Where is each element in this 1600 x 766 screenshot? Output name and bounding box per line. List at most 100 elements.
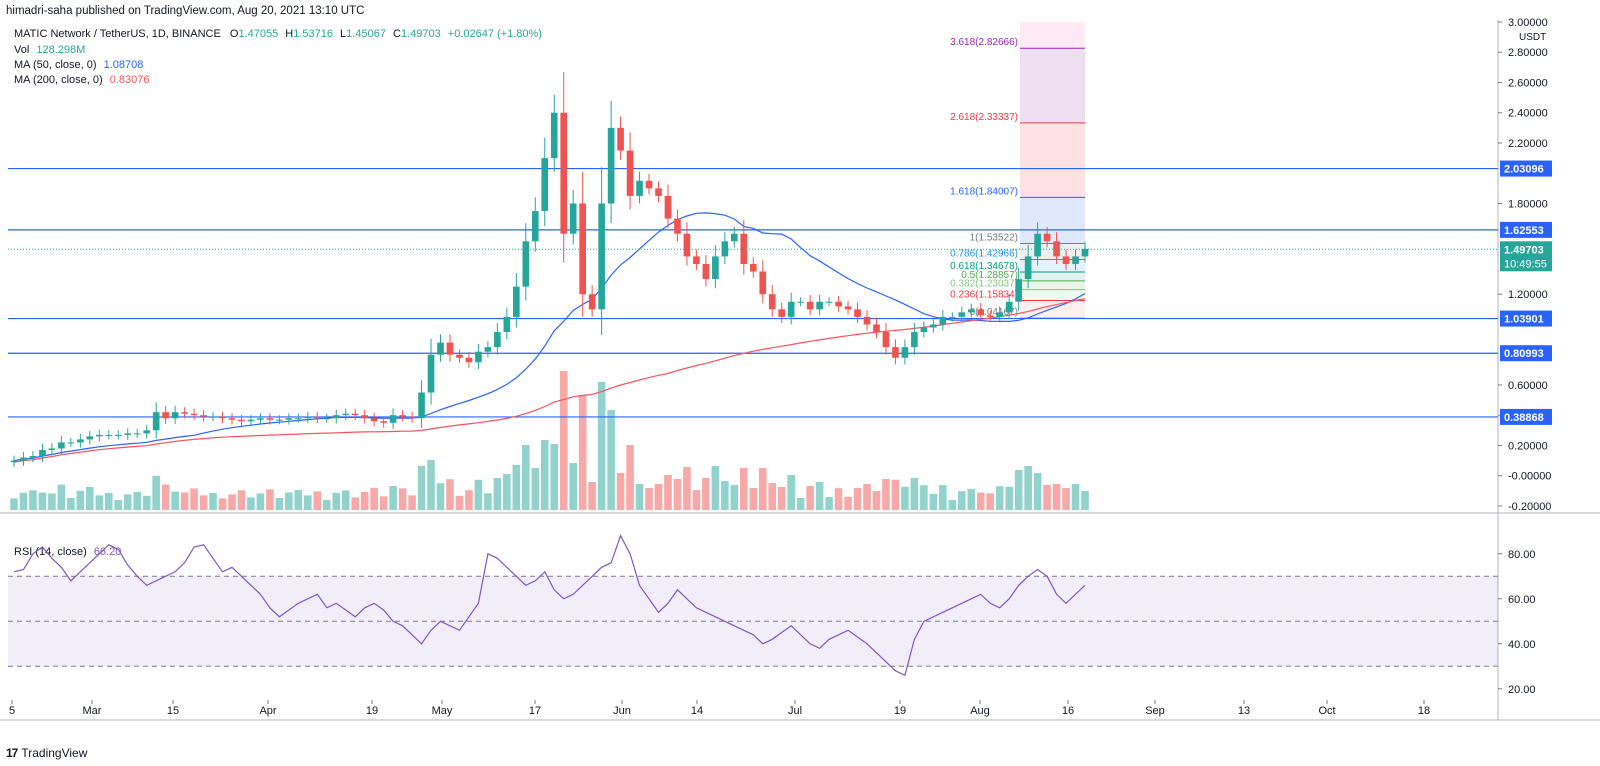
- volume-bar: [901, 486, 909, 510]
- candle-body: [95, 434, 103, 437]
- volume-bar: [616, 473, 625, 510]
- volume-bar: [275, 498, 284, 510]
- candle-body: [664, 195, 672, 219]
- time-tick-label: Aug: [970, 705, 990, 717]
- volume-bar: [294, 490, 303, 510]
- price-tick-label: -0.20000: [1508, 501, 1551, 513]
- volume-bar: [976, 492, 985, 510]
- volume-bar: [569, 463, 577, 510]
- candle-body: [380, 421, 387, 423]
- fib-zone: [1020, 300, 1085, 319]
- candle-body: [1081, 248, 1089, 257]
- candle-body: [579, 203, 586, 295]
- fib-level-label: 0(1.04167): [970, 307, 1018, 318]
- ohlc-high-label: H: [285, 28, 294, 40]
- candle-body: [29, 456, 37, 458]
- rsi-tick-label: 40.00: [1508, 639, 1536, 651]
- volume-bar: [1071, 484, 1080, 510]
- candle-body: [873, 324, 880, 333]
- candle-body: [304, 416, 312, 419]
- volume-bar: [133, 492, 142, 510]
- price-tick-label: 2.60000: [1508, 77, 1548, 89]
- candle-body: [313, 416, 321, 419]
- symbol-name[interactable]: MATIC Network / TetherUS, 1D, BINANCE: [14, 28, 221, 40]
- candle-body: [702, 263, 710, 280]
- ma50-legend[interactable]: MA (50, close, 0) 1.08708: [14, 59, 143, 71]
- volume-value: 128.298M: [36, 44, 86, 56]
- symbol-legend: MATIC Network / TetherUS, 1D, BINANCE O 1…: [14, 28, 542, 40]
- candle-body: [986, 315, 994, 317]
- candle-body: [266, 418, 274, 420]
- tradingview-logo[interactable]: 17 TradingView: [6, 746, 87, 760]
- volume-bar: [408, 495, 416, 510]
- candle-body: [626, 150, 634, 196]
- candle-body: [456, 354, 463, 358]
- volume-bar: [1081, 491, 1089, 510]
- volume-bar: [844, 496, 852, 510]
- time-tick-label: Sep: [1145, 705, 1165, 717]
- candle-body: [806, 301, 814, 310]
- candle-body: [39, 449, 46, 457]
- volume-bar: [512, 465, 521, 510]
- volume-bar: [493, 478, 502, 510]
- ma200-label: MA (200, close, 0): [14, 74, 103, 86]
- volume-bar: [199, 495, 208, 510]
- ohlc-high: 1.53716: [293, 28, 333, 40]
- ma200-value: 0.83076: [109, 74, 150, 86]
- volume-bar: [863, 484, 871, 510]
- candle-body: [475, 351, 482, 363]
- volume-bar: [635, 484, 644, 510]
- volume-bar: [1052, 484, 1061, 510]
- volume-bar: [379, 496, 388, 510]
- candle-body: [882, 332, 890, 348]
- volume-bar: [645, 488, 653, 510]
- fib-zone-top: [1020, 22, 1085, 49]
- ohlc-open-label: O: [229, 28, 239, 40]
- candle-body: [162, 412, 169, 419]
- publisher-line: himadri-saha published on TradingView.co…: [6, 5, 365, 17]
- volume-bar: [161, 484, 170, 510]
- level-price-label: 0.38868: [1504, 412, 1544, 424]
- candle-body: [967, 309, 975, 313]
- volume-bar: [882, 479, 890, 510]
- volume-bar: [1043, 485, 1051, 510]
- candle-body: [920, 327, 928, 333]
- volume-bar: [484, 493, 492, 510]
- volume-bar: [588, 482, 596, 510]
- time-tick-label: Jul: [788, 705, 802, 717]
- fib-zone: [1020, 122, 1085, 198]
- volume-legend[interactable]: Vol 128.298M: [14, 44, 85, 56]
- volume-bar: [38, 492, 47, 510]
- time-tick-label: 14: [691, 705, 703, 717]
- volume-bar: [910, 478, 919, 510]
- volume-bar: [104, 493, 113, 510]
- volume-bar: [777, 487, 786, 510]
- candle-body: [522, 241, 530, 287]
- ma200-legend[interactable]: MA (200, close, 0) 0.83076: [14, 74, 149, 86]
- fib-level-label: 0.5(1.28857): [961, 270, 1018, 281]
- volume-bar: [607, 410, 615, 510]
- level-price-tag: [1500, 310, 1552, 327]
- candle-body: [209, 416, 217, 418]
- volume-bar: [853, 488, 862, 510]
- ma50-label: MA (50, close, 0): [14, 59, 97, 71]
- volume-bar: [304, 495, 312, 510]
- volume-bar: [995, 486, 1004, 510]
- candle-body: [427, 354, 435, 393]
- candle-body: [939, 316, 947, 325]
- candle-body: [105, 434, 113, 436]
- candle-body: [257, 418, 264, 420]
- price-tick-label: -0.00000: [1508, 471, 1551, 483]
- candle-body: [977, 309, 985, 316]
- ohlc-close: 1.49703: [400, 28, 441, 40]
- volume-bar: [332, 492, 341, 510]
- volume-bar: [190, 488, 198, 510]
- candle-body: [238, 419, 245, 422]
- candle-body: [181, 412, 188, 414]
- volume-bar: [692, 490, 701, 510]
- candle-body: [1005, 301, 1013, 313]
- candle-body: [503, 316, 511, 333]
- candle-body: [342, 413, 350, 416]
- candle-body: [219, 416, 226, 419]
